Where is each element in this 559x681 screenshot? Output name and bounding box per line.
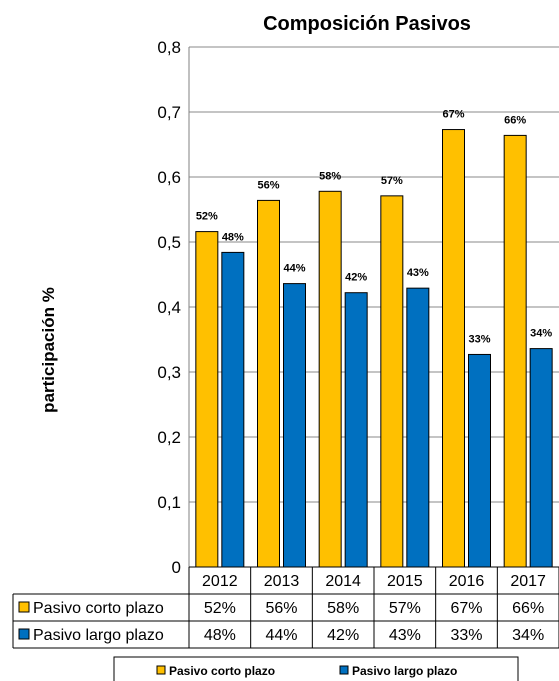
data-label: 52% (196, 211, 218, 223)
x-tick-label: 2012 (202, 573, 238, 590)
data-label: 66% (504, 114, 526, 126)
y-tick-label: 0,4 (157, 298, 181, 317)
legend-key (339, 665, 349, 675)
table-cell: 48% (204, 627, 236, 644)
legend: Pasivo corto plazo Pasivo largo plazo (113, 656, 519, 681)
y-tick-labels: 0 0,1 0,2 0,3 0,4 0,5 0,6 0,7 0,8 (157, 38, 181, 577)
x-tick-label: 2013 (264, 573, 300, 590)
y-tick-label: 0,6 (157, 168, 181, 187)
data-label: 33% (468, 333, 490, 345)
y-tick-label: 0,2 (157, 428, 181, 447)
bar-largo-2012 (221, 251, 245, 568)
bar-largo-2016 (468, 353, 491, 568)
legend-box (113, 656, 519, 681)
chart-title: Composición Pasivos (263, 13, 471, 35)
bar-corto-2013 (257, 199, 280, 568)
bar-corto-2016 (442, 129, 465, 568)
y-tick-label: 0,5 (157, 233, 181, 252)
bar-corto-2012 (195, 231, 219, 568)
table-legend-key (18, 628, 30, 640)
data-label: 57% (381, 175, 403, 187)
table-row-name: Pasivo largo plazo (33, 627, 164, 644)
bars (195, 129, 553, 568)
bar-corto-2017 (503, 134, 527, 568)
x-tick-label: 2016 (449, 573, 485, 590)
data-label: 56% (257, 179, 279, 191)
x-tick-label: 2014 (325, 573, 361, 590)
bar-corto-2015 (380, 195, 404, 568)
y-axis-label: participación % (39, 287, 58, 413)
y-tick-label: 0,8 (157, 38, 181, 57)
table-row-name: Pasivo corto plazo (33, 600, 164, 617)
data-label: 58% (319, 170, 341, 182)
bar-largo-2014 (344, 292, 368, 568)
table-cell: 43% (389, 627, 421, 644)
table-cell: 52% (204, 600, 236, 617)
data-label: 43% (407, 267, 429, 279)
table-cell: 57% (389, 600, 421, 617)
data-label: 67% (442, 109, 464, 121)
bar-largo-2015 (406, 287, 430, 568)
x-tick-label: 2015 (387, 573, 423, 590)
table-cell: 33% (450, 627, 482, 644)
bar-largo-2013 (283, 283, 306, 568)
legend-label: Pasivo largo plazo (352, 664, 457, 678)
legend-key (156, 665, 166, 675)
table-cell: 44% (265, 627, 297, 644)
y-tick-label: 0,1 (157, 493, 181, 512)
table-cell: 58% (327, 600, 359, 617)
y-tick-label: 0,3 (157, 363, 181, 382)
data-label: 42% (345, 272, 367, 284)
table-cell: 42% (327, 627, 359, 644)
table-legend-key (18, 601, 30, 613)
x-tick-label: 2017 (510, 573, 546, 590)
bar-largo-2017 (529, 348, 553, 568)
y-tick-label: 0,7 (157, 103, 181, 122)
data-label: 44% (283, 263, 305, 275)
data-label: 48% (222, 231, 244, 243)
y-tick-label: 0 (172, 558, 181, 577)
data-table: 2012 2013 2014 2015 2016 2017 Pasivo corto pla… (12, 566, 559, 649)
data-label: 34% (530, 328, 552, 340)
data-labels: 52% 48% 56% 44% 58% 42% 57% 43% 67% 33% 66% 34% (196, 109, 553, 346)
table-cell: 34% (512, 627, 544, 644)
gridlines (188, 46, 559, 568)
table-cell: 56% (265, 600, 297, 617)
table-cell: 66% (512, 600, 544, 617)
legend-label: Pasivo corto plazo (169, 664, 275, 678)
table-cell: 67% (450, 600, 482, 617)
bar-corto-2014 (318, 190, 342, 568)
